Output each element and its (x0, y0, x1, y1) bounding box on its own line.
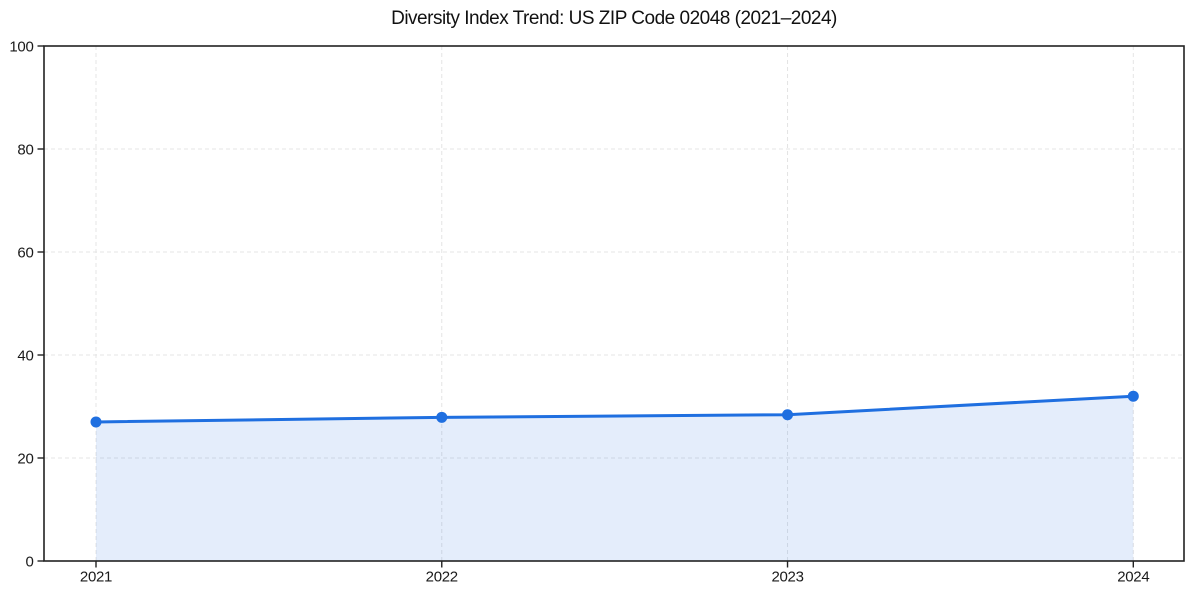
data-point-marker (90, 416, 102, 428)
y-tick-label: 60 (17, 245, 33, 262)
trend-line (94, 394, 1135, 424)
chart-title: Diversity Index Trend: US ZIP Code 02048… (391, 8, 837, 29)
x-tick-label: 2023 (771, 569, 803, 586)
area-fill (96, 396, 1134, 561)
y-tick-label: 40 (17, 348, 33, 365)
x-tick-label: 2022 (426, 569, 458, 586)
y-tick-label: 80 (17, 142, 33, 159)
data-point-marker (782, 409, 794, 421)
data-point-marker (436, 411, 448, 423)
x-tick-label: 2021 (80, 569, 112, 586)
data-point-marker (1127, 390, 1139, 402)
y-tick-label: 100 (9, 39, 33, 56)
axis-frame (43, 45, 1185, 562)
y-tick-label: 0 (25, 554, 33, 571)
x-tick-label: 2024 (1117, 569, 1149, 586)
y-tick-label: 20 (17, 451, 33, 468)
